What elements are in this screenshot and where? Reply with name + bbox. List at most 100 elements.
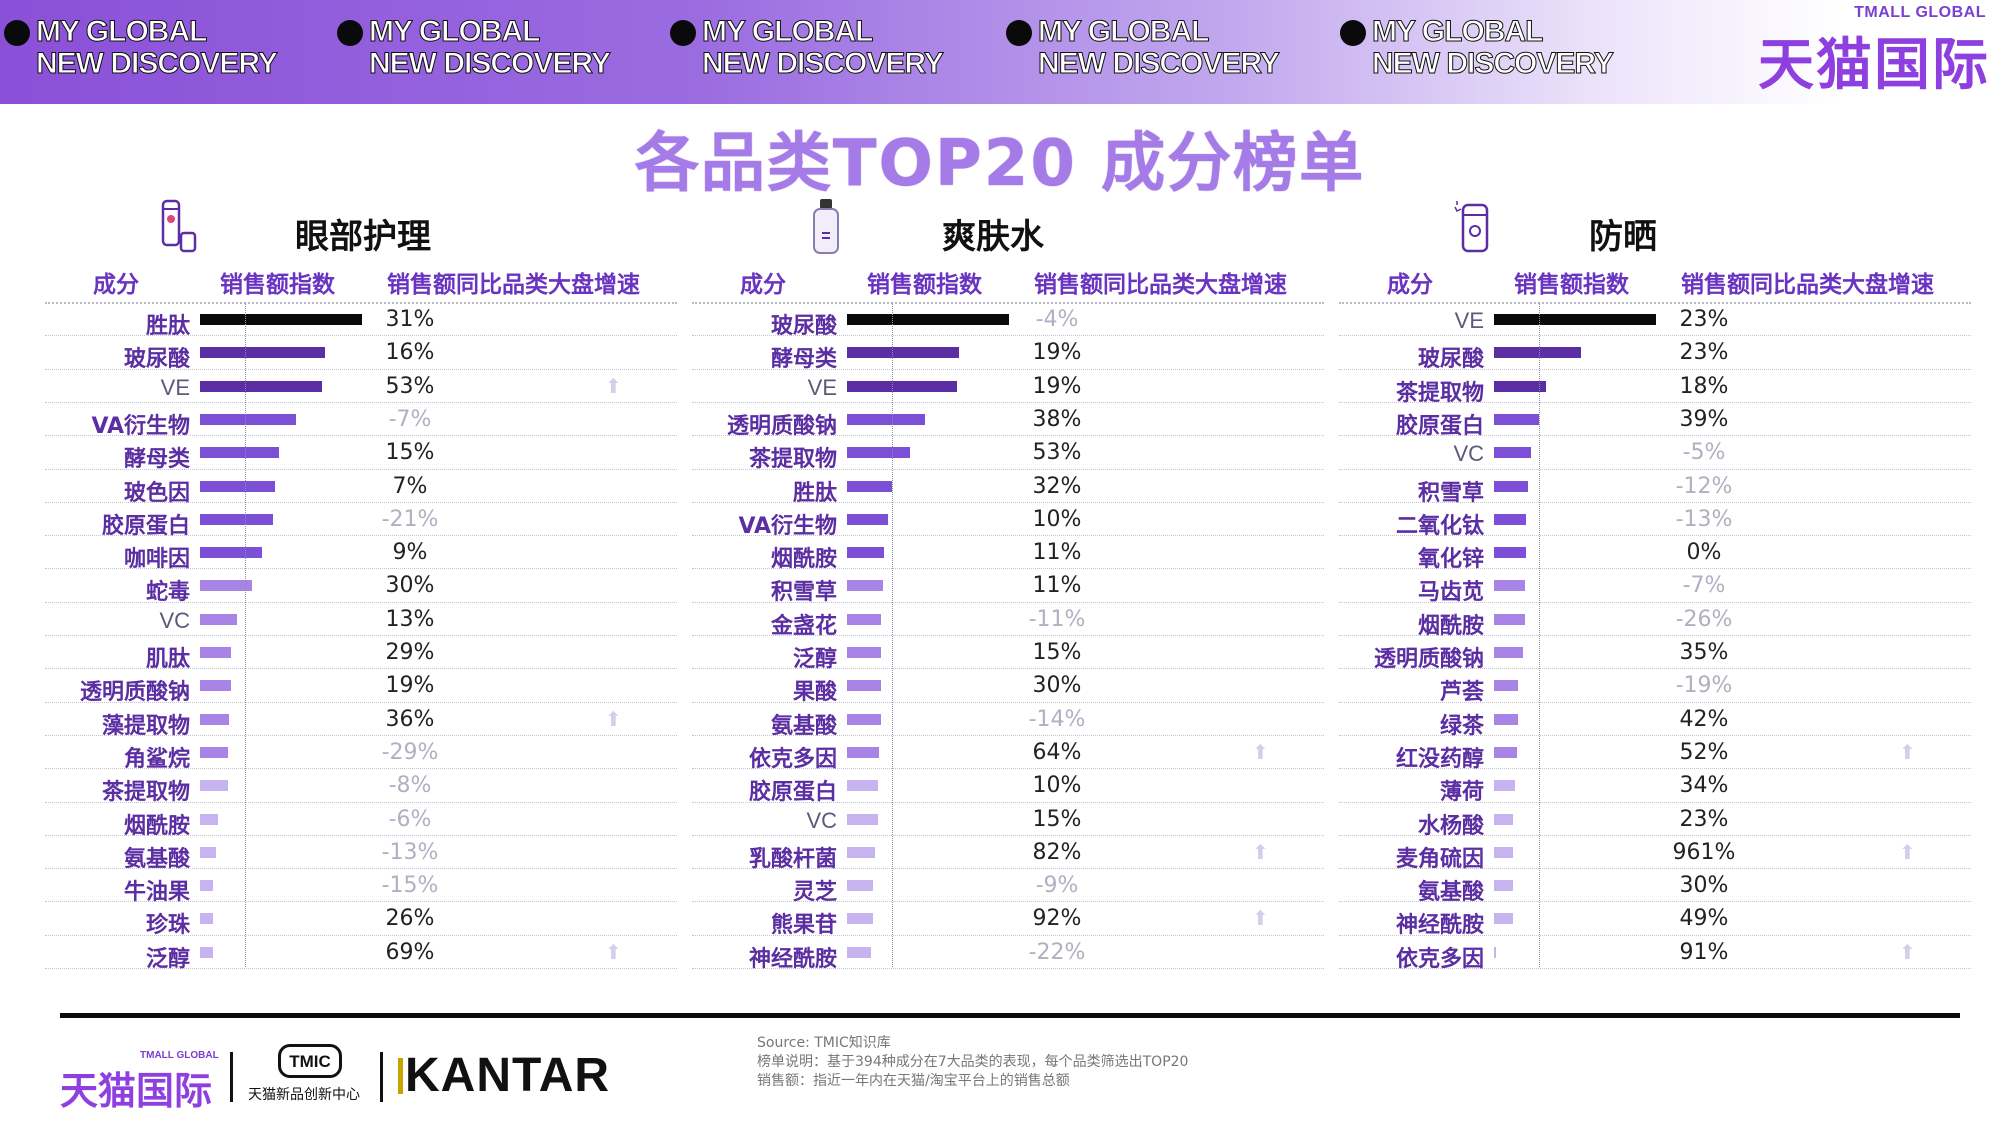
ingredient-name: 透明质酸钠 (726, 413, 837, 439)
growth-value: 49% (1679, 906, 1729, 932)
banner-tag-line2: NEW DISCOVERY (1372, 47, 1615, 80)
kantar-wordmark: KANTAR (405, 1049, 611, 1102)
table-row: 咖啡因 9% (45, 536, 677, 572)
ingredient-name: 熊果苷 (770, 913, 837, 939)
table-row: 芦荟 -19% (1339, 669, 1971, 705)
footer-logo-cn: 天猫国际 (60, 1069, 213, 1113)
growth-value: 23% (1679, 806, 1729, 832)
growth-value: -12% (1675, 473, 1733, 499)
ingredient-name: VC (806, 807, 837, 833)
growth-up-arrow-icon: ⬆ (1252, 839, 1269, 864)
table-row: 薄荷 34% (1339, 769, 1971, 805)
footnotes: Source: TMIC知识库 榜单说明：基于394种成分在7大品类的表现，每个… (757, 1034, 1188, 1091)
ingredient-name: 肌肽 (145, 647, 190, 672)
growth-value: -9% (1035, 873, 1079, 899)
table-row: 氨基酸 -14% (692, 703, 1324, 739)
growth-value: -14% (1028, 706, 1086, 732)
panel-header: 爽肤水 (692, 195, 1332, 257)
ingredient-name: 绿茶 (1439, 713, 1484, 739)
sales-index-bar (200, 447, 280, 459)
table-row: VA衍生物 10% (692, 503, 1324, 539)
ingredient-name: 玻尿酸 (770, 314, 837, 339)
brand-en: TMALL GLOBAL (1854, 4, 1986, 21)
growth-value: 36% (385, 706, 435, 732)
ingredient-name: VA衍生物 (738, 513, 837, 539)
growth-value: 30% (1032, 673, 1082, 699)
ingredient-name: 氨基酸 (770, 713, 837, 739)
footnote-source: Source: TMIC知识库 (757, 1035, 891, 1051)
growth-value: 19% (1032, 340, 1082, 366)
sales-index-bar (847, 680, 882, 692)
page-title: 各品类TOP20 成分榜单 (634, 127, 1366, 201)
ingredient-name: 氨基酸 (1417, 880, 1484, 906)
table-row: 藻提取物 36% ⬆ (45, 703, 677, 739)
growth-value: -15% (381, 873, 439, 899)
table-row: VE 23% (1339, 303, 1971, 337)
growth-value: 16% (385, 340, 435, 366)
ingredient-name: VE (807, 374, 837, 400)
table-row: 酵母类 15% (45, 436, 677, 472)
ingredient-name: VA衍生物 (91, 413, 190, 439)
eye-cream-icon (157, 199, 201, 255)
ingredient-name: 麦角硫因 (1395, 846, 1484, 872)
growth-value: 19% (385, 673, 435, 699)
ingredient-name: 藻提取物 (101, 713, 190, 739)
ingredient-name: 牛油果 (123, 880, 190, 906)
top-banner: MY GLOBAL NEW DISCOVERY MY GLOBAL NEW DI… (0, 0, 2000, 104)
sales-index-bar (200, 314, 362, 325)
banner-tag-line1: MY GLOBAL (701, 15, 873, 48)
growth-value: -6% (388, 806, 432, 832)
ingredient-name: 烟酰胺 (1417, 613, 1484, 639)
growth-value: -5% (1682, 440, 1726, 466)
banner-tag-line2: NEW DISCOVERY (702, 47, 945, 80)
ingredient-name: VC (159, 607, 190, 633)
growth-value: 961% (1672, 839, 1736, 865)
growth-value: 30% (385, 573, 435, 599)
growth-value: 23% (1679, 340, 1729, 366)
table-row: 绿茶 42% (1339, 703, 1971, 739)
sales-index-bar (847, 480, 893, 492)
footnote-sales-definition: 销售额：指近一年内在天猫/淘宝平台上的销售总额 (757, 1073, 1070, 1089)
banner-tag-line1: MY GLOBAL (35, 15, 207, 48)
growth-value: 31% (385, 307, 435, 332)
sales-index-bar (847, 314, 1009, 325)
table-row: 红没药醇 52% ⬆ (1339, 736, 1971, 772)
growth-value: 29% (385, 640, 435, 665)
category-title: 防晒 (1589, 217, 1657, 257)
footer-divider (60, 1013, 1960, 1018)
sales-index-bar (200, 746, 228, 758)
table-row: 马齿苋 -7% (1339, 569, 1971, 605)
sales-index-bar (1494, 447, 1532, 459)
growth-up-arrow-icon: ⬆ (1899, 839, 1916, 864)
table-row: 麦角硫因 961% ⬆ (1339, 836, 1971, 872)
growth-value: 11% (1032, 540, 1082, 566)
sales-index-bar (200, 613, 238, 625)
ingredient-name: 泛醇 (145, 946, 190, 972)
bullet-dot-icon (1340, 20, 1366, 46)
growth-value: -21% (381, 506, 439, 532)
table-row: VA衍生物 -7% (45, 403, 677, 439)
bullet-dot-icon (337, 20, 363, 46)
sales-index-bar (1494, 480, 1529, 492)
growth-value: 91% (1679, 939, 1729, 965)
ingredient-name: 神经酰胺 (1395, 913, 1484, 939)
sales-index-bar (1494, 347, 1582, 359)
table-row: 胶原蛋白 10% (692, 769, 1324, 805)
table-row: VC 13% (45, 603, 677, 637)
tmic-logo: TMIC 天猫新品创新中心 (248, 1044, 378, 1108)
sales-index-bar (1494, 880, 1514, 892)
brand-cn: 天猫国际 (1758, 33, 1990, 98)
sales-index-bar (847, 713, 882, 725)
table-row: VE 19% (692, 370, 1324, 403)
sales-index-bar (1494, 413, 1540, 425)
table-row: 水杨酸 23% (1339, 803, 1971, 839)
table-row: 透明质酸钠 19% (45, 669, 677, 705)
footer-logo-en: TMALL GLOBAL (140, 1050, 219, 1061)
growth-value: -4% (1035, 307, 1079, 332)
growth-value: -8% (388, 773, 432, 799)
sales-index-bar (200, 813, 218, 825)
tmall-global-footer-logo: TMALL GLOBAL 天猫国际 (60, 1050, 230, 1113)
table-row: 透明质酸钠 35% (1339, 636, 1971, 672)
ranking-table: VE 23% 玻尿酸 23% 茶提取物 18% 胶原蛋白 39% VC -5% 积雪草 -12% 二氧化… (1339, 303, 1979, 973)
sales-index-bar (1494, 380, 1546, 392)
